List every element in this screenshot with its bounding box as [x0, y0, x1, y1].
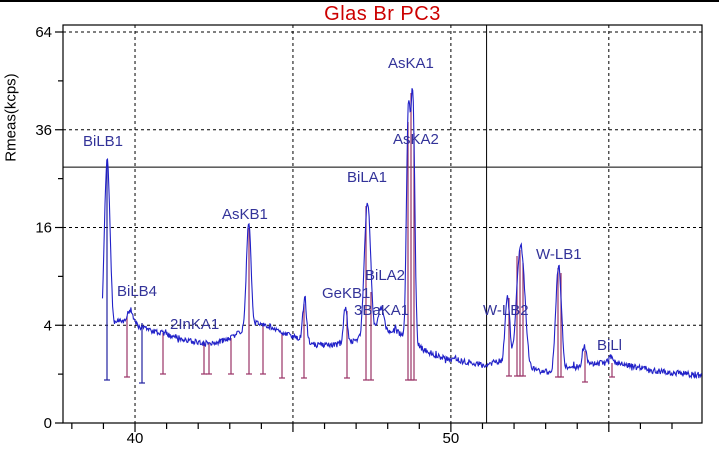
- y-tick-label: 64: [35, 24, 52, 41]
- peak-label: BiLB4: [117, 283, 157, 300]
- x-tick-label: 50: [443, 430, 460, 447]
- peak-label: AsKA1: [388, 55, 434, 72]
- peak-label: BiLB1: [83, 133, 123, 150]
- chart-title: Glas Br PC3: [324, 3, 441, 25]
- cursor-crosshair[interactable]: [63, 25, 702, 423]
- peak-label: W-LB2: [483, 302, 529, 319]
- x-tick-label: 40: [127, 430, 144, 447]
- plot-frame: [62, 24, 703, 424]
- gridlines: [63, 25, 702, 423]
- peak-label: AsKB1: [222, 206, 268, 223]
- peak-label: BiLA2: [365, 267, 405, 284]
- y-tick-label: 0: [44, 415, 52, 432]
- peak-label: W-LB1: [536, 246, 582, 263]
- y-tick-label: 4: [44, 317, 52, 334]
- peak-label: 3BaKA1: [354, 302, 409, 319]
- window-top-border: [0, 0, 719, 2]
- peak-label: BiLA1: [347, 169, 387, 186]
- y-tick-label: 36: [35, 122, 52, 139]
- spectrum-curve: [101, 88, 702, 380]
- peak-label: BiLl: [597, 337, 622, 354]
- peak-label: GeKB1: [322, 285, 370, 302]
- axis-ticks: [55, 31, 673, 432]
- peak-label: AsKA2: [393, 131, 439, 148]
- y-tick-label: 16: [35, 220, 52, 237]
- peak-label: 2InKA1: [170, 316, 219, 333]
